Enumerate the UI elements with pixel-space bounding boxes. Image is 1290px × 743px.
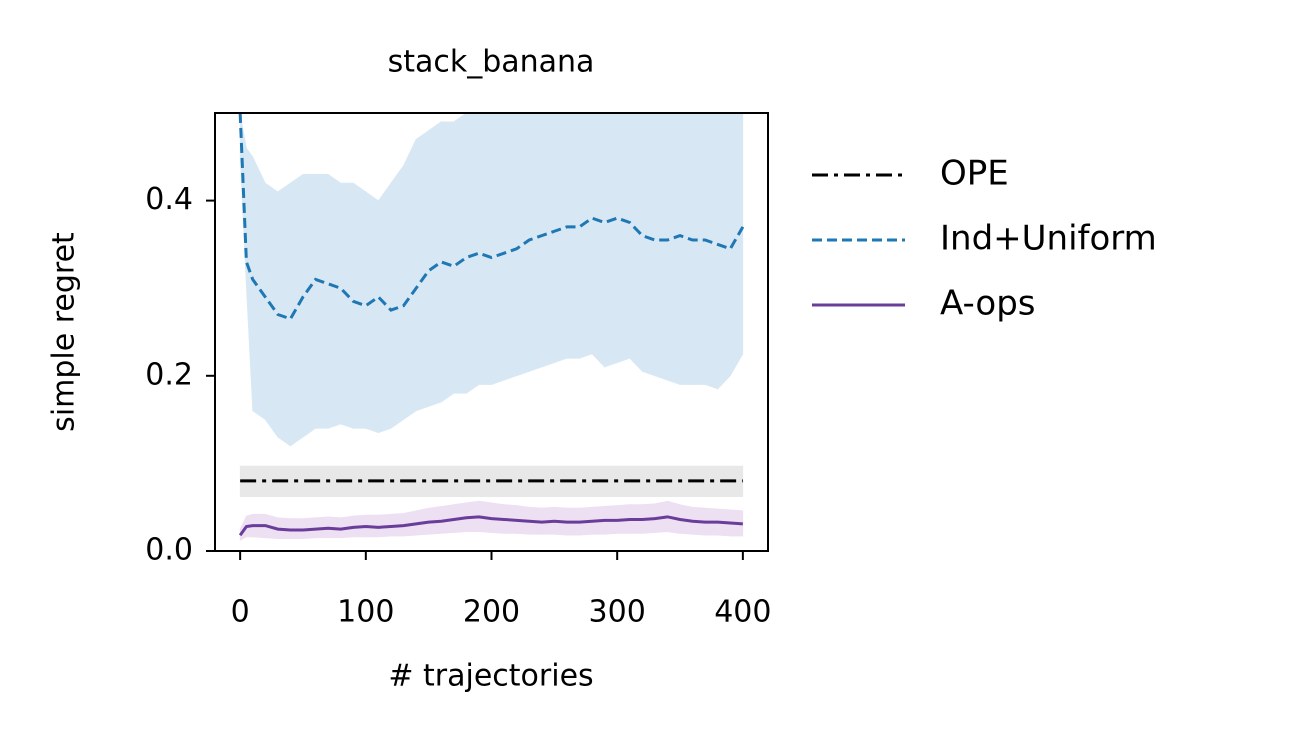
confidence-band	[692, 113, 706, 385]
confidence-band	[252, 156, 266, 421]
y-axis-label: simple regret	[47, 232, 82, 432]
y-tick-label: 0.4	[145, 182, 193, 217]
confidence-band	[591, 113, 605, 368]
confidence-band	[315, 174, 329, 429]
y-tick-label: 0.0	[145, 533, 193, 568]
confidence-band	[302, 174, 316, 438]
confidence-band	[378, 182, 392, 434]
confidence-band	[554, 113, 568, 364]
confidence-band	[390, 164, 404, 429]
confidence-band	[704, 113, 719, 390]
confidence-band	[352, 182, 367, 429]
confidence-band	[239, 465, 744, 497]
y-tick-label: 0.2	[145, 357, 193, 392]
plot-area	[238, 113, 745, 541]
x-tick-label: 0	[231, 595, 250, 630]
confidence-band	[478, 113, 492, 385]
confidence-band	[566, 113, 580, 359]
x-tick-label: 400	[714, 595, 771, 630]
series-line	[238, 515, 743, 537]
x-axis-label: # trajectories	[388, 659, 593, 694]
series-line	[238, 113, 745, 321]
confidence-band	[491, 113, 505, 385]
confidence-band	[579, 113, 593, 359]
confidence-band	[503, 113, 517, 381]
confidence-band	[654, 113, 668, 381]
legend-label: OPE	[940, 154, 1009, 194]
x-tick-label: 300	[589, 595, 646, 630]
confidence-band	[239, 113, 247, 289]
confidence-band	[667, 113, 681, 385]
confidence-band	[415, 129, 429, 412]
confidence-band	[428, 121, 442, 407]
legend-label: Ind+Uniform	[940, 219, 1157, 259]
x-tick-label: 100	[337, 595, 394, 630]
confidence-band	[604, 113, 618, 368]
confidence-band	[466, 113, 480, 394]
confidence-band	[327, 173, 341, 429]
x-tick-label: 200	[463, 595, 520, 630]
confidence-band	[264, 182, 279, 439]
confidence-band	[541, 113, 555, 368]
confidence-band	[528, 113, 543, 372]
confidence-band	[679, 113, 693, 385]
confidence-band	[642, 113, 656, 377]
confidence-band	[729, 113, 744, 377]
chart-title: stack_banana	[388, 45, 595, 80]
confidence-band	[629, 113, 643, 373]
confidence-band	[340, 182, 354, 429]
confidence-band	[516, 113, 530, 377]
confidence-band	[616, 113, 631, 364]
legend-label: A-ops	[940, 284, 1036, 324]
confidence-band	[403, 139, 417, 421]
confidence-band	[717, 113, 731, 390]
confidence-band	[453, 113, 467, 394]
confidence-band	[365, 191, 379, 434]
